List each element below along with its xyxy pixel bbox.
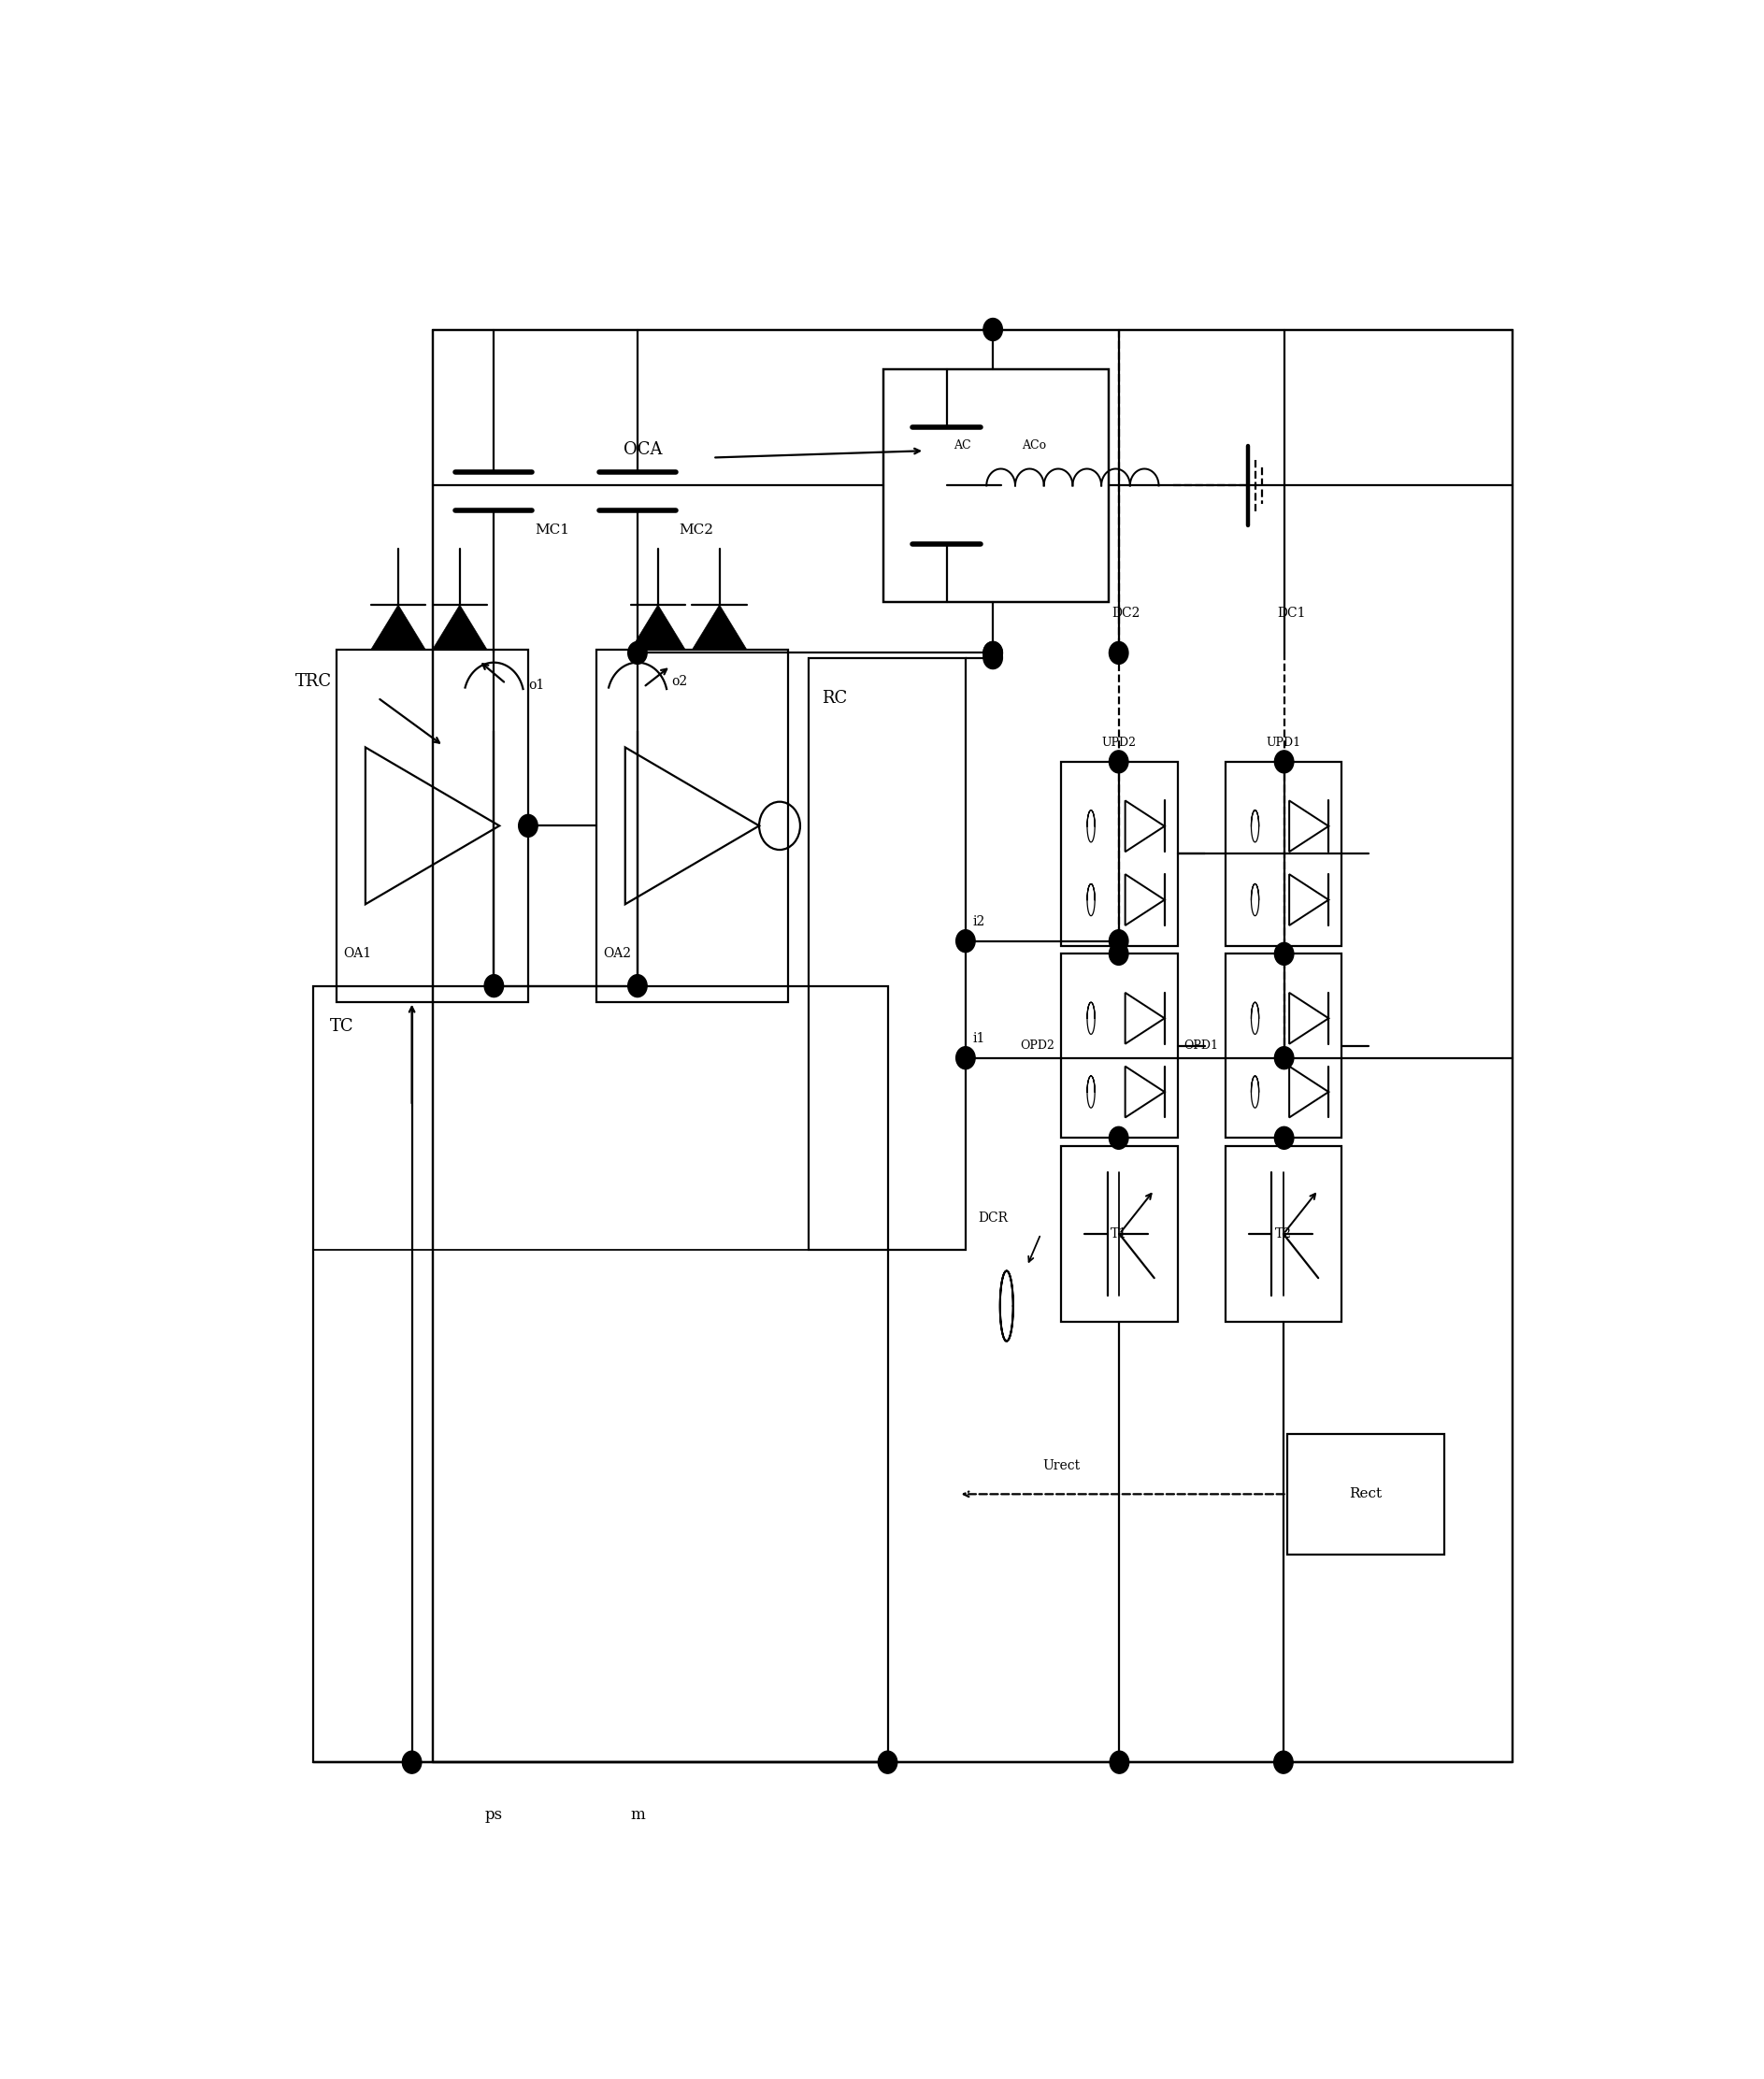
Text: OPD1: OPD1 <box>1184 1040 1219 1052</box>
Text: OA1: OA1 <box>344 948 372 960</box>
Circle shape <box>983 647 1002 669</box>
Text: T2: T2 <box>1275 1227 1291 1241</box>
Circle shape <box>1274 1751 1293 1773</box>
Text: ACo: ACo <box>1021 439 1046 451</box>
Text: OCA: OCA <box>624 441 663 457</box>
Bar <box>884 370 1110 601</box>
Text: OA2: OA2 <box>603 948 632 960</box>
Circle shape <box>1110 942 1129 965</box>
Bar <box>432 328 1512 1763</box>
Text: MC1: MC1 <box>534 524 570 536</box>
Circle shape <box>1275 1127 1293 1150</box>
Circle shape <box>1275 751 1293 773</box>
Circle shape <box>485 975 503 998</box>
Text: UPD1: UPD1 <box>1267 736 1300 748</box>
Text: o1: o1 <box>527 678 545 692</box>
Circle shape <box>983 642 1002 663</box>
Circle shape <box>1275 1046 1293 1069</box>
Circle shape <box>628 642 647 663</box>
Text: i1: i1 <box>972 1031 984 1046</box>
Circle shape <box>1110 642 1129 663</box>
Text: T1: T1 <box>1111 1227 1127 1241</box>
Bar <box>1288 1435 1445 1555</box>
Text: ps: ps <box>485 1807 503 1823</box>
Circle shape <box>402 1751 422 1773</box>
Text: Urect: Urect <box>1043 1459 1080 1472</box>
Circle shape <box>1110 1751 1129 1773</box>
Text: AC: AC <box>954 439 970 451</box>
Circle shape <box>1110 751 1129 773</box>
Bar <box>314 985 887 1249</box>
Text: TRC: TRC <box>296 674 332 690</box>
Bar <box>1226 1146 1341 1322</box>
Text: DCR: DCR <box>977 1212 1007 1225</box>
Circle shape <box>956 929 975 952</box>
Bar <box>1226 954 1341 1137</box>
Circle shape <box>1110 929 1129 952</box>
Bar <box>808 657 965 1249</box>
Text: DC1: DC1 <box>1277 607 1305 620</box>
Circle shape <box>519 815 538 838</box>
Bar <box>314 985 887 1763</box>
Circle shape <box>983 642 1002 663</box>
Polygon shape <box>691 605 746 649</box>
Text: UPD2: UPD2 <box>1102 736 1136 748</box>
Text: o2: o2 <box>672 676 688 688</box>
Text: i2: i2 <box>972 915 984 929</box>
Bar <box>1226 761 1341 946</box>
Circle shape <box>1275 942 1293 965</box>
Polygon shape <box>432 605 487 649</box>
Bar <box>596 649 789 1002</box>
Bar <box>1062 1146 1177 1322</box>
Text: RC: RC <box>822 690 847 707</box>
Bar <box>1062 761 1177 946</box>
Circle shape <box>878 1751 898 1773</box>
Bar <box>1062 954 1177 1137</box>
Text: OPD2: OPD2 <box>1020 1040 1055 1052</box>
Text: Rect: Rect <box>1349 1489 1381 1501</box>
Text: MC2: MC2 <box>679 524 713 536</box>
Circle shape <box>983 318 1002 341</box>
Polygon shape <box>370 605 425 649</box>
Circle shape <box>628 975 647 998</box>
Circle shape <box>956 1046 975 1069</box>
Text: m: m <box>630 1807 646 1823</box>
Circle shape <box>1110 1127 1129 1150</box>
Text: TC: TC <box>330 1019 355 1035</box>
Polygon shape <box>632 605 686 649</box>
Bar <box>337 649 527 1002</box>
Text: DC2: DC2 <box>1111 607 1140 620</box>
